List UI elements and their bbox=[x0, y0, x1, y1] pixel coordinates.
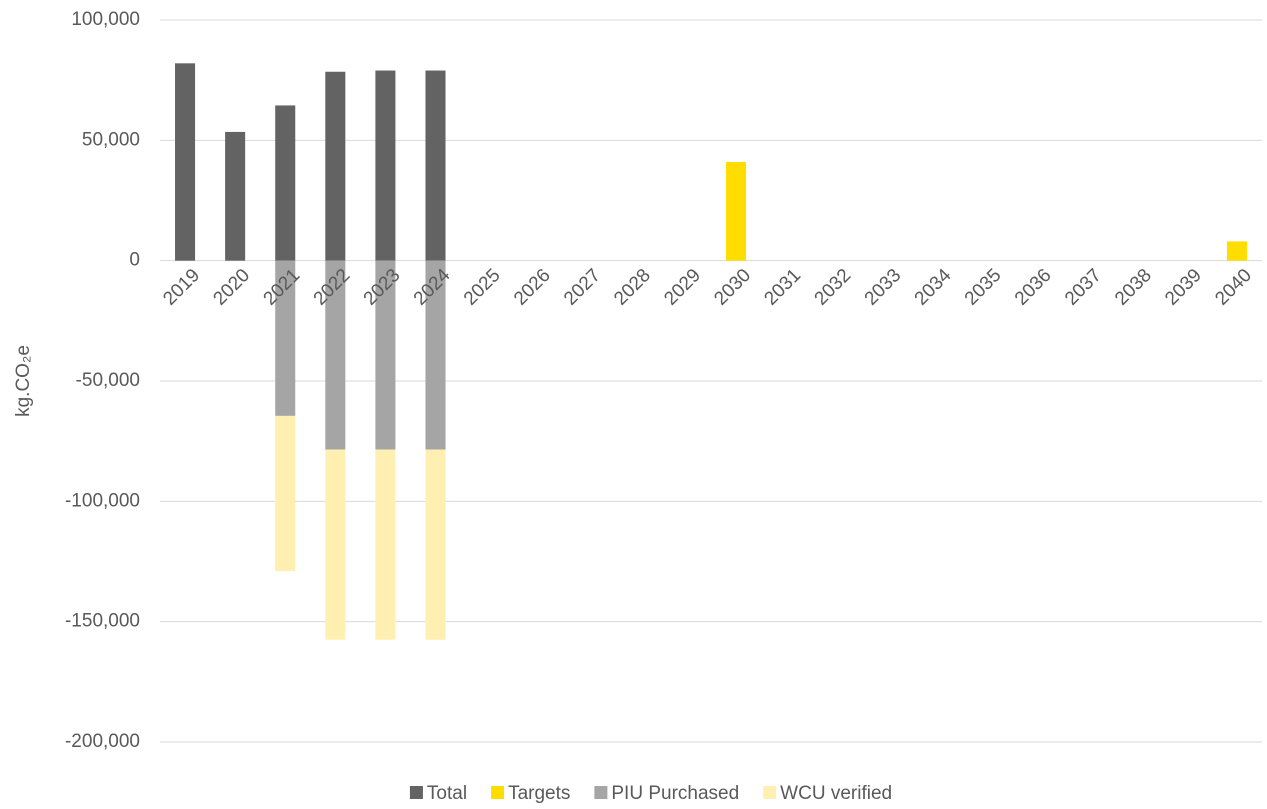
y-tick-label: 100,000 bbox=[71, 9, 140, 30]
x-tick-label: 2040 bbox=[1211, 265, 1256, 310]
bar bbox=[325, 71, 346, 261]
y-tick-label: -200,000 bbox=[65, 731, 140, 752]
x-tick-label: 2019 bbox=[159, 265, 204, 310]
bar bbox=[225, 131, 246, 261]
legend-label: Targets bbox=[508, 783, 570, 804]
x-tick-label: 2030 bbox=[710, 265, 755, 310]
y-axis-title: kg.CO₂e bbox=[13, 345, 34, 417]
bar bbox=[275, 415, 296, 572]
legend-label: PIU Purchased bbox=[611, 783, 739, 804]
legend-swatch bbox=[491, 786, 505, 799]
x-tick-label: 2032 bbox=[811, 265, 856, 310]
x-tick-label: 2028 bbox=[610, 265, 655, 310]
bar bbox=[375, 260, 396, 450]
x-tick-label: 2025 bbox=[460, 265, 505, 310]
y-tick-label: -150,000 bbox=[65, 611, 140, 632]
bar bbox=[425, 260, 446, 450]
bar bbox=[325, 260, 346, 450]
x-tick-label: 2037 bbox=[1061, 265, 1106, 310]
x-tick-label: 2039 bbox=[1161, 265, 1206, 310]
x-tick-label: 2036 bbox=[1011, 265, 1056, 310]
y-tick-label: -50,000 bbox=[76, 370, 140, 391]
bar bbox=[375, 70, 396, 261]
bar bbox=[175, 63, 196, 261]
x-tick-label: 2027 bbox=[560, 265, 605, 310]
bar bbox=[1226, 241, 1247, 261]
x-tick-label: 2029 bbox=[660, 265, 705, 310]
y-tick-label: 50,000 bbox=[82, 129, 140, 150]
bar bbox=[726, 161, 747, 261]
bar bbox=[325, 449, 346, 640]
bar bbox=[375, 449, 396, 640]
y-tick-label: 0 bbox=[129, 250, 140, 271]
x-tick-label: 2035 bbox=[961, 265, 1006, 310]
bar bbox=[275, 260, 296, 416]
x-tick-label: 2033 bbox=[861, 265, 906, 310]
x-tick-label: 2031 bbox=[760, 265, 805, 310]
legend-swatch bbox=[594, 786, 608, 799]
legend-label: Total bbox=[427, 783, 467, 804]
bar bbox=[425, 70, 446, 261]
x-tick-label: 2034 bbox=[911, 265, 956, 310]
bar bbox=[425, 449, 446, 640]
bar bbox=[275, 105, 296, 261]
legend-swatch bbox=[409, 786, 423, 799]
x-tick-label: 2026 bbox=[510, 265, 555, 310]
x-tick-label: 2020 bbox=[209, 265, 254, 310]
legend-swatch bbox=[763, 786, 777, 799]
x-tick-label: 2038 bbox=[1111, 265, 1156, 310]
y-tick-label: -100,000 bbox=[65, 490, 140, 511]
legend-label: WCU verified bbox=[780, 783, 892, 804]
